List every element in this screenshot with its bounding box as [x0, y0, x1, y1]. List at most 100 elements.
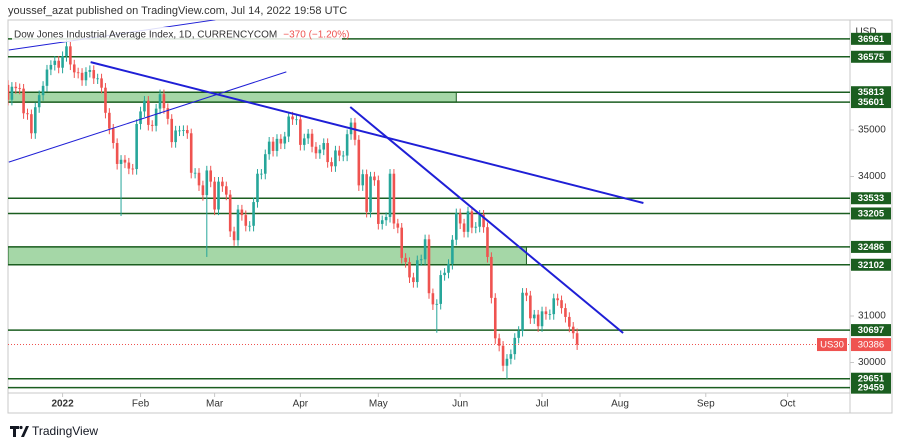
- candle-body: [84, 71, 88, 81]
- candle-body: [256, 173, 259, 203]
- candle-body: [369, 176, 372, 212]
- candle-body: [334, 150, 337, 167]
- candle-body: [517, 330, 520, 338]
- candle-body: [162, 94, 166, 109]
- x-tick-label: 2022: [51, 399, 74, 410]
- candle-body: [326, 143, 329, 163]
- candle-body: [33, 107, 37, 134]
- candle-body: [30, 114, 33, 134]
- candle-body: [178, 130, 181, 132]
- candle-body: [170, 118, 174, 143]
- candle-body: [139, 111, 142, 124]
- y-tick-label: 30000: [858, 357, 886, 368]
- candle-body: [260, 173, 263, 175]
- candle-body: [396, 223, 400, 228]
- candle-body: [427, 239, 431, 294]
- candle-body: [544, 311, 548, 315]
- level-label: 33533: [858, 193, 884, 204]
- candle-body: [221, 181, 224, 187]
- candle-body: [447, 263, 450, 273]
- candle-body: [536, 314, 540, 327]
- candle-body: [556, 298, 559, 301]
- candle-body: [314, 146, 318, 154]
- candle-body: [61, 56, 64, 68]
- level-label-bg: [851, 258, 891, 271]
- level-label: 29651: [858, 374, 885, 385]
- candle-body: [201, 185, 205, 196]
- candle-body: [14, 86, 18, 89]
- level-label: 36961: [858, 34, 885, 45]
- candle-body: [154, 108, 158, 126]
- level-label-bg: [851, 86, 891, 99]
- candle-body: [318, 149, 322, 154]
- candle-body: [521, 292, 524, 331]
- level-label: 33205: [858, 208, 885, 219]
- candle-body: [408, 262, 411, 278]
- candle-body: [361, 174, 365, 186]
- candle-body: [552, 298, 556, 315]
- x-tick-label: Jun: [452, 399, 468, 410]
- price-change: −370 (−1.20%): [283, 30, 349, 41]
- candle-body: [209, 170, 213, 182]
- candle-body: [248, 225, 251, 227]
- level-label-bg: [851, 50, 891, 63]
- candle-body: [509, 354, 513, 359]
- candle-body: [271, 141, 275, 151]
- candle-body: [287, 116, 290, 137]
- legend-bg: [12, 27, 342, 42]
- candle-body: [283, 136, 287, 144]
- candle-body: [392, 173, 396, 224]
- x-tick-label: Sep: [697, 399, 715, 410]
- candle-body: [147, 100, 150, 125]
- candle-body: [8, 84, 10, 100]
- zone: [8, 91, 457, 103]
- candle-body: [310, 133, 314, 147]
- x-tick-label: Mar: [206, 399, 224, 410]
- candle-body: [306, 133, 310, 139]
- candle-body: [182, 130, 185, 131]
- candle-body: [404, 257, 407, 263]
- candle-body: [279, 138, 283, 144]
- trendline: [90, 61, 644, 204]
- candle-body: [18, 88, 21, 89]
- level-label-bg: [851, 32, 891, 45]
- candle-body: [275, 138, 279, 151]
- level-label: 35601: [858, 97, 885, 108]
- candle-body: [560, 300, 563, 309]
- candle-body: [205, 170, 209, 196]
- candle-body: [501, 345, 505, 366]
- candle-body: [10, 86, 14, 100]
- candle-body: [322, 143, 326, 150]
- candle-body: [302, 138, 306, 145]
- candle-body: [108, 112, 111, 129]
- plot-area: [8, 20, 850, 389]
- trendline: [349, 106, 624, 334]
- candle-body: [45, 69, 49, 86]
- candle-body: [263, 154, 267, 174]
- level-label: 36575: [858, 52, 885, 63]
- symbol-bg: [817, 338, 847, 352]
- candle-body: [377, 180, 380, 224]
- candle-body: [213, 181, 216, 210]
- x-tick-label: Oct: [780, 399, 796, 410]
- candle-body: [267, 141, 271, 155]
- y-tick-label: 34000: [858, 171, 886, 182]
- y-tick-label: 31000: [858, 311, 886, 322]
- symbol-label: US30: [820, 340, 844, 351]
- candle-body: [532, 314, 536, 319]
- candle-body: [478, 214, 481, 227]
- candle-body: [26, 113, 29, 115]
- candle-body: [131, 168, 135, 170]
- candle-body: [525, 292, 528, 296]
- candle-body: [412, 277, 415, 283]
- candle-body: [493, 297, 497, 339]
- candle-body: [244, 215, 248, 226]
- candle-body: [228, 194, 232, 232]
- candle-body: [232, 231, 236, 241]
- x-tick-label: Aug: [611, 399, 629, 410]
- level-label-bg: [851, 381, 891, 394]
- level-label: 35813: [858, 87, 884, 98]
- candle-body: [158, 94, 162, 109]
- candle-body: [123, 159, 127, 163]
- candle-body: [529, 295, 532, 319]
